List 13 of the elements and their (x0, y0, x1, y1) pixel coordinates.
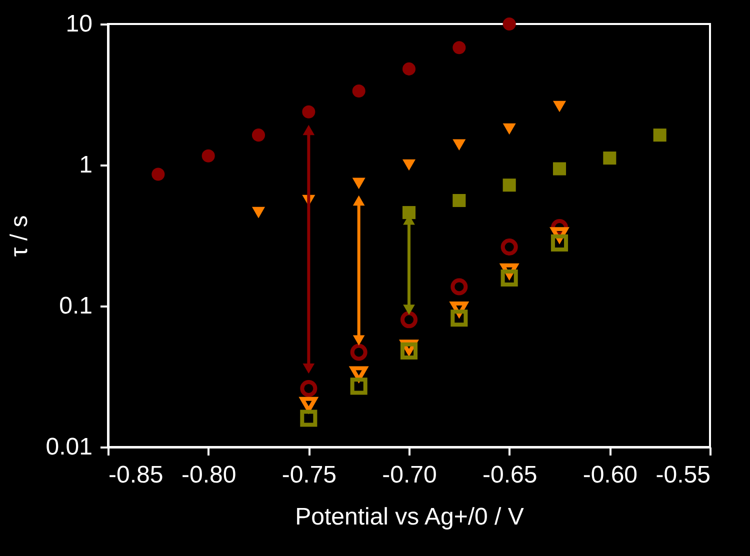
x-tick-label: -0.65 (482, 462, 538, 488)
x-tick-label: -0.70 (382, 462, 437, 488)
x-axis-title: Potential vs Ag+/0 / V (295, 504, 524, 530)
x-tick-label: -0.55 (656, 462, 710, 488)
y-axis-title: τ / s (6, 215, 33, 257)
y-tick-label: 1 (79, 152, 92, 178)
x-tick-label: -0.75 (282, 462, 337, 488)
x-tick-label: -0.80 (181, 462, 236, 488)
y-tick-label: 0.01 (46, 434, 92, 460)
y-tick-label: 10 (66, 10, 92, 38)
x-tick-label: -0.60 (582, 462, 638, 488)
y-tick-label: 0.1 (59, 292, 92, 320)
x-tick-label: -0.85 (108, 462, 164, 488)
